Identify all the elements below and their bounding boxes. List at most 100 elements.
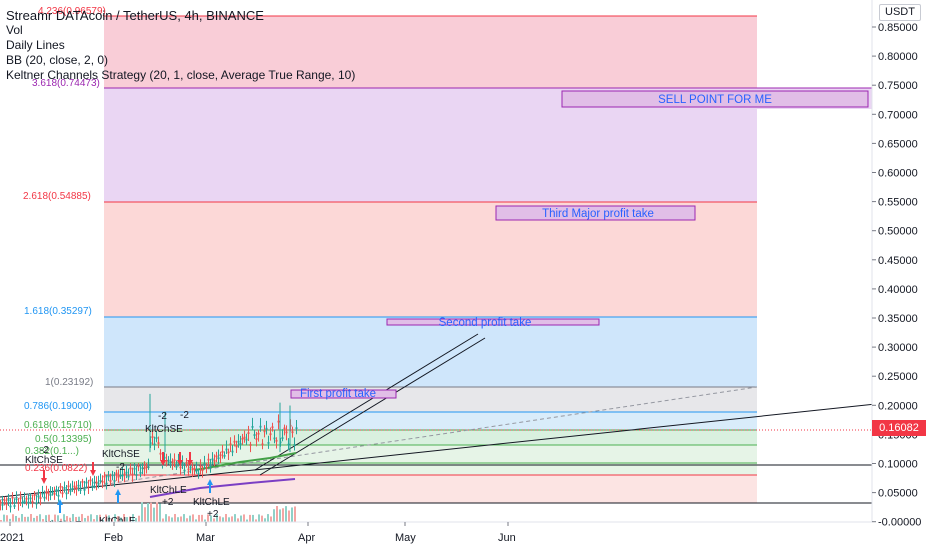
symbol-title[interactable]: Streamr DATAcoin / TetherUS, 4h, BINANCE xyxy=(6,8,264,23)
indicator-keltner[interactable]: Keltner Channels Strategy (20, 1, close,… xyxy=(6,68,356,82)
candle-body xyxy=(153,443,156,446)
price-axis-bg xyxy=(872,0,932,550)
candle-body xyxy=(233,440,236,443)
candle-body xyxy=(27,501,30,504)
candle-body xyxy=(261,443,264,446)
candle-body xyxy=(253,434,256,436)
time-axis-bg xyxy=(0,522,872,550)
volume-bar xyxy=(198,514,200,522)
volume-bar xyxy=(237,518,239,522)
volume-bar xyxy=(132,514,134,522)
candle-body xyxy=(83,489,86,491)
volume-bar xyxy=(288,510,290,522)
volume-bar xyxy=(246,519,248,522)
time-tick-label: Jun xyxy=(498,532,516,544)
candle-body xyxy=(19,497,22,500)
indicator-vol[interactable]: Vol xyxy=(6,23,23,37)
candle-body xyxy=(263,430,266,433)
volume-bar xyxy=(66,516,68,522)
volume-bar xyxy=(12,514,14,522)
strategy-label: KltChLE xyxy=(193,497,230,508)
candle-body xyxy=(199,465,202,468)
candle-body xyxy=(215,455,218,458)
strategy-label: -2 xyxy=(116,462,125,473)
volume-bar xyxy=(183,514,185,522)
candle-body xyxy=(17,502,20,504)
currency-label[interactable]: USDT xyxy=(879,4,921,21)
fib-level-label: 4.236(0.96579) xyxy=(38,6,106,17)
candle-body xyxy=(163,456,166,459)
annotation-text[interactable]: SELL POINT FOR ME xyxy=(658,94,772,106)
candle-body xyxy=(0,501,2,504)
candle-body xyxy=(197,472,200,475)
volume-bar xyxy=(153,507,155,522)
candle-body xyxy=(203,463,206,466)
annotation-box xyxy=(561,90,869,108)
annotation-box xyxy=(495,205,696,221)
candle-body xyxy=(213,460,216,462)
volume-bar xyxy=(249,514,251,522)
candle-body xyxy=(11,496,14,499)
annotation-text[interactable]: Third Major profit take xyxy=(542,208,654,220)
volume-bar xyxy=(48,514,50,522)
candle-body xyxy=(135,474,138,476)
volume-bar xyxy=(138,515,140,522)
volume-bar xyxy=(63,514,65,522)
candle-body xyxy=(39,497,42,499)
indicator-bb[interactable]: BB (20, close, 2, 0) xyxy=(6,53,109,67)
fib-zone xyxy=(104,202,757,317)
volume-bar xyxy=(129,516,131,522)
candle-body xyxy=(33,494,36,497)
fib-level-label: 0.5(0.13395) xyxy=(35,434,92,445)
strategy-label: KltChSE xyxy=(145,424,183,435)
candle-body xyxy=(81,481,84,483)
volume-bar xyxy=(45,515,47,522)
candle-body xyxy=(29,497,32,500)
volume-bar xyxy=(291,507,293,522)
volume-bar xyxy=(258,514,260,522)
fib-zone xyxy=(104,412,757,430)
price-tick-label: 0.50000 xyxy=(878,226,918,238)
candle-body xyxy=(9,505,12,508)
strategy-arrow-head xyxy=(90,470,96,476)
strategy-arrow-head xyxy=(177,460,183,466)
volume-bar xyxy=(84,518,86,522)
candle-body xyxy=(71,487,74,490)
volume-bar xyxy=(72,514,74,522)
candle-body xyxy=(117,475,120,478)
candle-body xyxy=(109,480,112,482)
annotation-text[interactable]: Second profit take xyxy=(439,317,532,329)
volume-bar xyxy=(231,516,233,522)
strategy-label: +2 xyxy=(162,497,174,508)
annotation-text[interactable]: First profit take xyxy=(300,388,376,400)
projection-line-2 xyxy=(259,337,486,476)
volume-bar xyxy=(213,518,215,522)
volume-bar xyxy=(261,515,263,522)
volume-bar xyxy=(207,514,209,522)
indicator-daily-lines[interactable]: Daily Lines xyxy=(6,38,65,52)
candle-body xyxy=(275,439,278,442)
candle-body xyxy=(167,459,170,462)
candle-body xyxy=(61,492,64,495)
volume-bar xyxy=(234,514,236,522)
volume-bar xyxy=(33,517,35,522)
volume-bar xyxy=(105,514,107,522)
volume-bar xyxy=(285,506,287,522)
candle-body xyxy=(85,481,88,484)
candle-body xyxy=(49,494,52,496)
volume-bar xyxy=(174,514,176,522)
fib-zone xyxy=(104,387,757,412)
candle-body xyxy=(63,487,66,489)
candle-body xyxy=(103,475,106,478)
candle-body xyxy=(145,466,148,468)
candle-body xyxy=(155,437,158,439)
candle-body xyxy=(123,473,126,476)
candle-body xyxy=(125,471,128,474)
volume-bar xyxy=(111,518,113,522)
candle-body xyxy=(273,437,276,440)
candle-body xyxy=(79,489,82,491)
last-price-badge: 0.16082 xyxy=(872,420,926,436)
strategy-label: -2 xyxy=(40,445,49,456)
volume-bar xyxy=(222,517,224,522)
